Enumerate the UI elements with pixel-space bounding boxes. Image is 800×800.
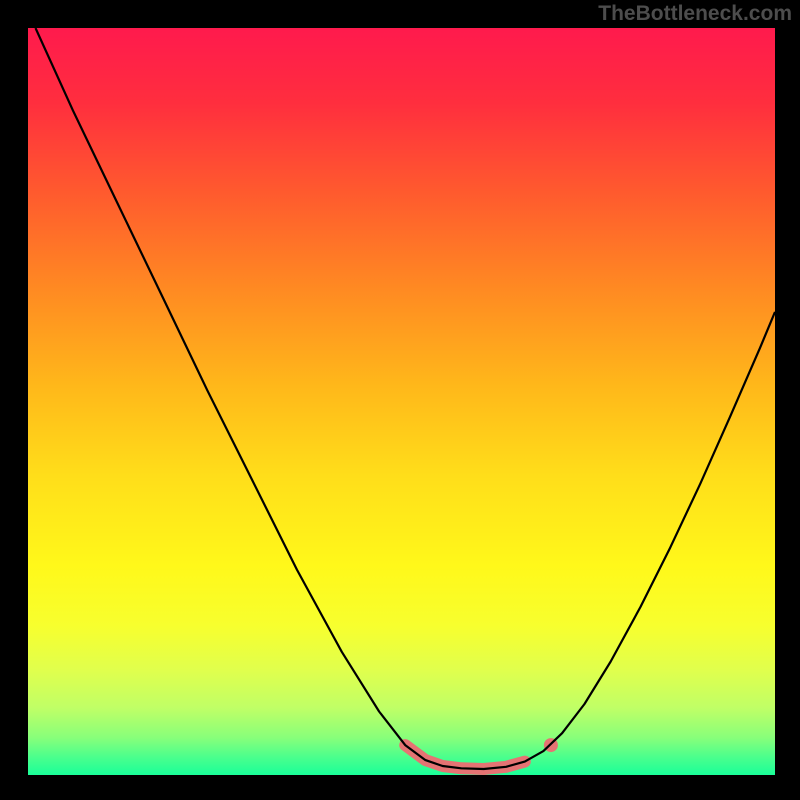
watermark-text: TheBottleneck.com bbox=[598, 2, 792, 26]
chart-container: TheBottleneck.com bbox=[0, 0, 800, 800]
plot-background bbox=[28, 28, 775, 775]
plot-svg bbox=[28, 28, 775, 775]
